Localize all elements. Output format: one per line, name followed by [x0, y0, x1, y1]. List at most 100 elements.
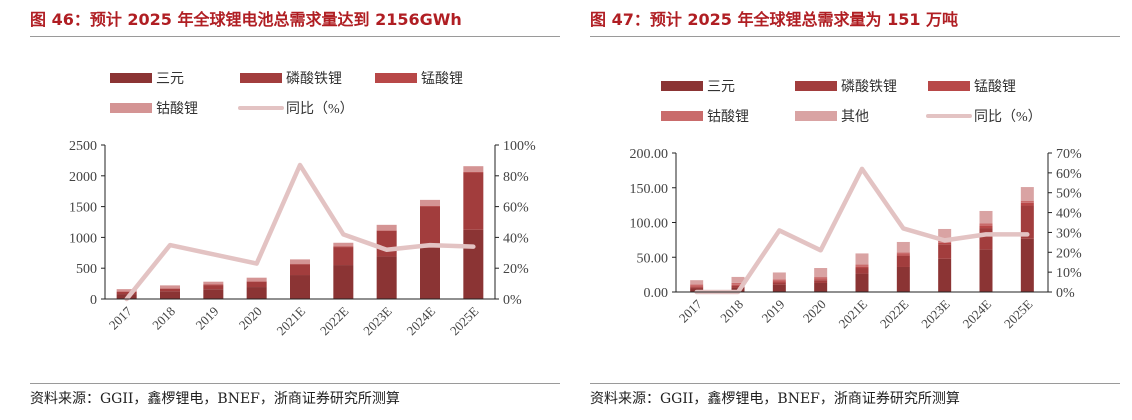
- bar-2018-series-1: [160, 288, 180, 292]
- legend-swatch: [110, 73, 152, 83]
- bar-2025E-series-4: [1020, 187, 1034, 201]
- bar-2019-series-3: [203, 281, 224, 285]
- y2-tick-label: 10%: [1056, 266, 1082, 281]
- bar-2025E-series-1: [463, 172, 484, 230]
- bar-2024E-series-1: [979, 228, 993, 250]
- bar-2020-series-4: [814, 268, 828, 278]
- bar-2023E-series-2: [938, 242, 952, 245]
- legend-label: 同比（%）: [974, 109, 1042, 125]
- x-tick-label: 2018: [149, 304, 178, 333]
- y-tick-label: 500: [76, 262, 97, 277]
- bar-2020-series-3: [814, 277, 828, 280]
- chart-47-source: 资料来源：GGII，鑫椤锂电，BNEF，浙商证券研究所测算: [590, 391, 960, 407]
- y2-tick-label: 20%: [503, 262, 529, 277]
- legend-label: 锰酸锂: [421, 71, 463, 87]
- bar-2019-series-1: [772, 282, 786, 285]
- legend-swatch: [110, 103, 152, 113]
- legend-label: 三元: [707, 80, 735, 95]
- bar-2018-series-2: [731, 284, 745, 286]
- bar-2023E-series-1: [376, 230, 397, 257]
- bar-2018-series-3: [731, 282, 745, 285]
- y2-tick-label: 100%: [503, 139, 536, 154]
- legend-swatch: [661, 111, 703, 121]
- bar-2021E-series-0: [855, 273, 869, 292]
- bar-2018-series-4: [731, 276, 745, 283]
- legend-label: 同比（%）: [286, 101, 354, 117]
- legend-label: 钴酸锂: [156, 101, 198, 117]
- bar-2021E-series-2: [290, 263, 310, 265]
- bar-2019-series-1: [203, 285, 224, 290]
- bar-2024E-series-0: [420, 247, 440, 299]
- bar-2025E-series-3: [463, 166, 484, 172]
- bar-2020-series-2: [814, 279, 828, 281]
- bar-2020-series-0: [246, 287, 267, 299]
- y2-tick-label: 60%: [503, 201, 529, 216]
- x-tick-label: 2022E: [877, 296, 912, 331]
- bar-2022E-series-4: [896, 241, 910, 253]
- bar-2021E-series-1: [290, 264, 310, 276]
- bar-2022E-series-0: [333, 265, 354, 299]
- legend-swatch: [375, 73, 417, 83]
- x-tick-label: 2019: [192, 304, 221, 333]
- legend-label: 磷酸铁锂: [841, 79, 897, 95]
- bar-2024E-series-4: [979, 210, 993, 224]
- bar-2018-series-1: [731, 285, 745, 288]
- y-tick-label: 100.00: [630, 217, 669, 232]
- y-tick-label: 200.00: [630, 147, 669, 162]
- legend-label: 磷酸铁锂: [286, 71, 342, 87]
- bar-2021E-series-3: [290, 259, 310, 264]
- y2-tick-label: 50%: [1056, 187, 1082, 202]
- y-tick-label: 1500: [69, 201, 97, 216]
- x-tick-label: 2021E: [836, 296, 871, 331]
- x-tick-label: 2020: [800, 297, 829, 326]
- y-tick-label: 0.00: [644, 286, 669, 301]
- bar-2023E-series-3: [376, 224, 397, 231]
- bar-2023E-series-2: [376, 230, 397, 231]
- chart-46-source: 资料来源：GGII，鑫椤锂电，BNEF，浙商证券研究所测算: [30, 391, 400, 407]
- bar-2023E-series-0: [376, 256, 397, 299]
- bar-2025E-series-2: [463, 171, 484, 173]
- bar-2019-series-2: [772, 281, 786, 283]
- bar-2022E-series-0: [896, 266, 910, 292]
- bar-2025E-series-0: [463, 229, 484, 299]
- bar-2017-series-2: [690, 286, 704, 288]
- x-tick-label: 2025E: [1001, 296, 1036, 331]
- y-tick-label: 0: [90, 293, 97, 308]
- bar-2020-series-0: [814, 282, 828, 292]
- bar-2021E-series-0: [290, 275, 310, 299]
- title-divider-right: [590, 36, 1120, 37]
- bar-2024E-series-3: [420, 199, 440, 206]
- bar-2018-series-3: [160, 285, 180, 289]
- bar-2020-series-1: [814, 280, 828, 283]
- x-tick-label: 2022E: [317, 303, 352, 338]
- x-tick-label: 2023E: [360, 303, 395, 338]
- bar-2022E-series-1: [896, 255, 910, 267]
- y2-tick-label: 30%: [1056, 226, 1082, 241]
- legend-label: 三元: [156, 72, 184, 87]
- y-tick-label: 2000: [69, 170, 97, 185]
- legend-label: 锰酸锂: [974, 79, 1016, 95]
- bar-2021E-series-2: [855, 266, 869, 269]
- legend-swatch: [928, 81, 970, 91]
- bar-2023E-series-4: [938, 228, 952, 241]
- x-tick-label: 2019: [758, 297, 787, 326]
- bar-2019-series-4: [772, 272, 786, 280]
- y2-tick-label: 60%: [1056, 167, 1082, 182]
- y2-tick-label: 40%: [503, 231, 529, 246]
- legend-label: 其他: [841, 109, 869, 125]
- y2-tick-label: 0%: [503, 293, 522, 308]
- y2-tick-label: 40%: [1056, 207, 1082, 222]
- chart-46-title: 图 46：预计 2025 年全球锂电池总需求量达到 2156GWh: [30, 10, 462, 29]
- source-divider-left: [30, 383, 560, 384]
- bar-2025E-series-2: [1020, 202, 1034, 206]
- bar-2019-series-2: [203, 284, 224, 286]
- source-divider-right: [590, 383, 1120, 384]
- bar-2017-series-1: [116, 291, 137, 295]
- legend-swatch: [795, 111, 837, 121]
- x-tick-label: 2023E: [918, 296, 953, 331]
- bar-2024E-series-2: [420, 205, 440, 207]
- bar-2023E-series-0: [938, 258, 952, 292]
